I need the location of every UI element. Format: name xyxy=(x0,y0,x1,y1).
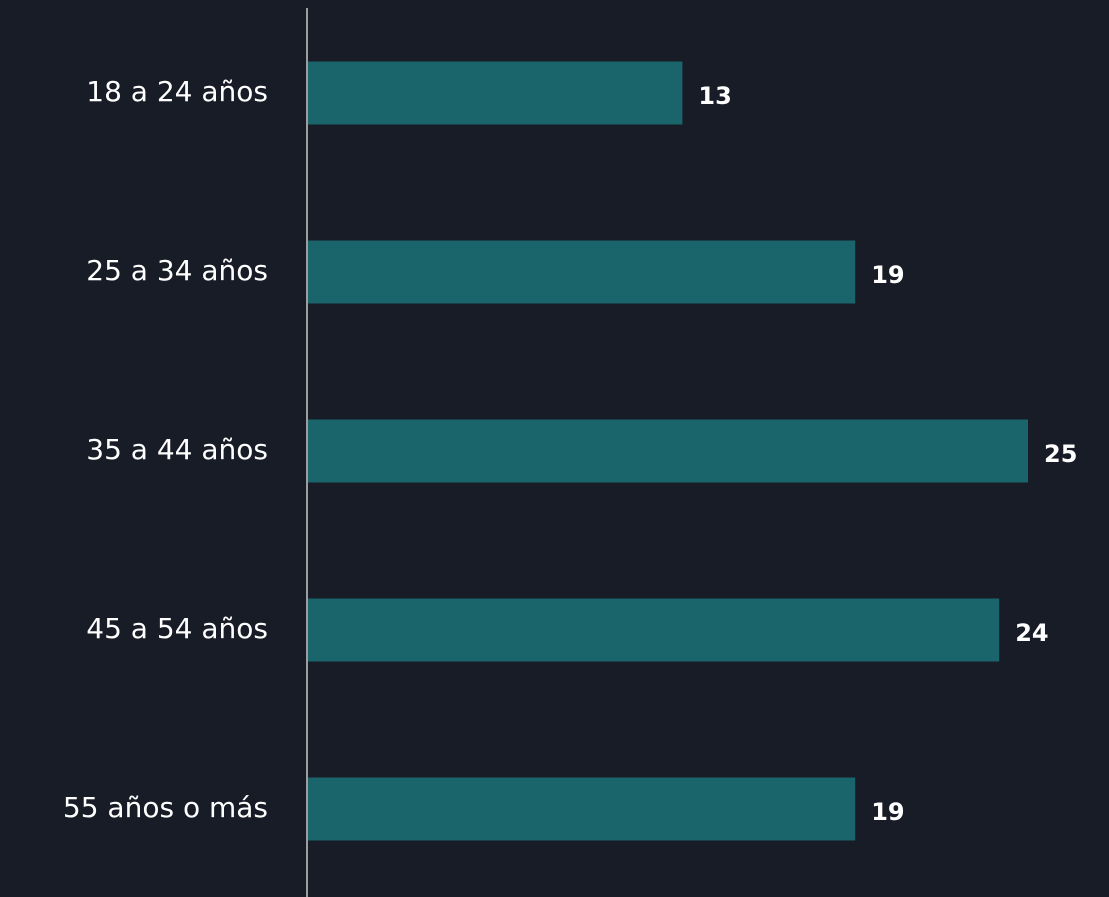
category-label: 35 a 44 años xyxy=(86,433,268,466)
bar xyxy=(308,61,683,125)
value-label: 19 xyxy=(871,261,904,289)
value-label: 25 xyxy=(1044,440,1077,468)
value-label: 19 xyxy=(871,798,904,826)
category-label: 25 a 34 años xyxy=(86,254,268,287)
category-label: 45 a 54 años xyxy=(86,612,268,645)
category-label: 18 a 24 años xyxy=(86,75,268,108)
category-label: 55 años o más xyxy=(63,791,268,824)
bar xyxy=(308,598,1000,662)
bar xyxy=(308,419,1028,483)
value-label: 24 xyxy=(1015,619,1048,647)
bar xyxy=(308,240,856,304)
bar xyxy=(308,777,856,841)
value-label: 13 xyxy=(698,82,731,110)
